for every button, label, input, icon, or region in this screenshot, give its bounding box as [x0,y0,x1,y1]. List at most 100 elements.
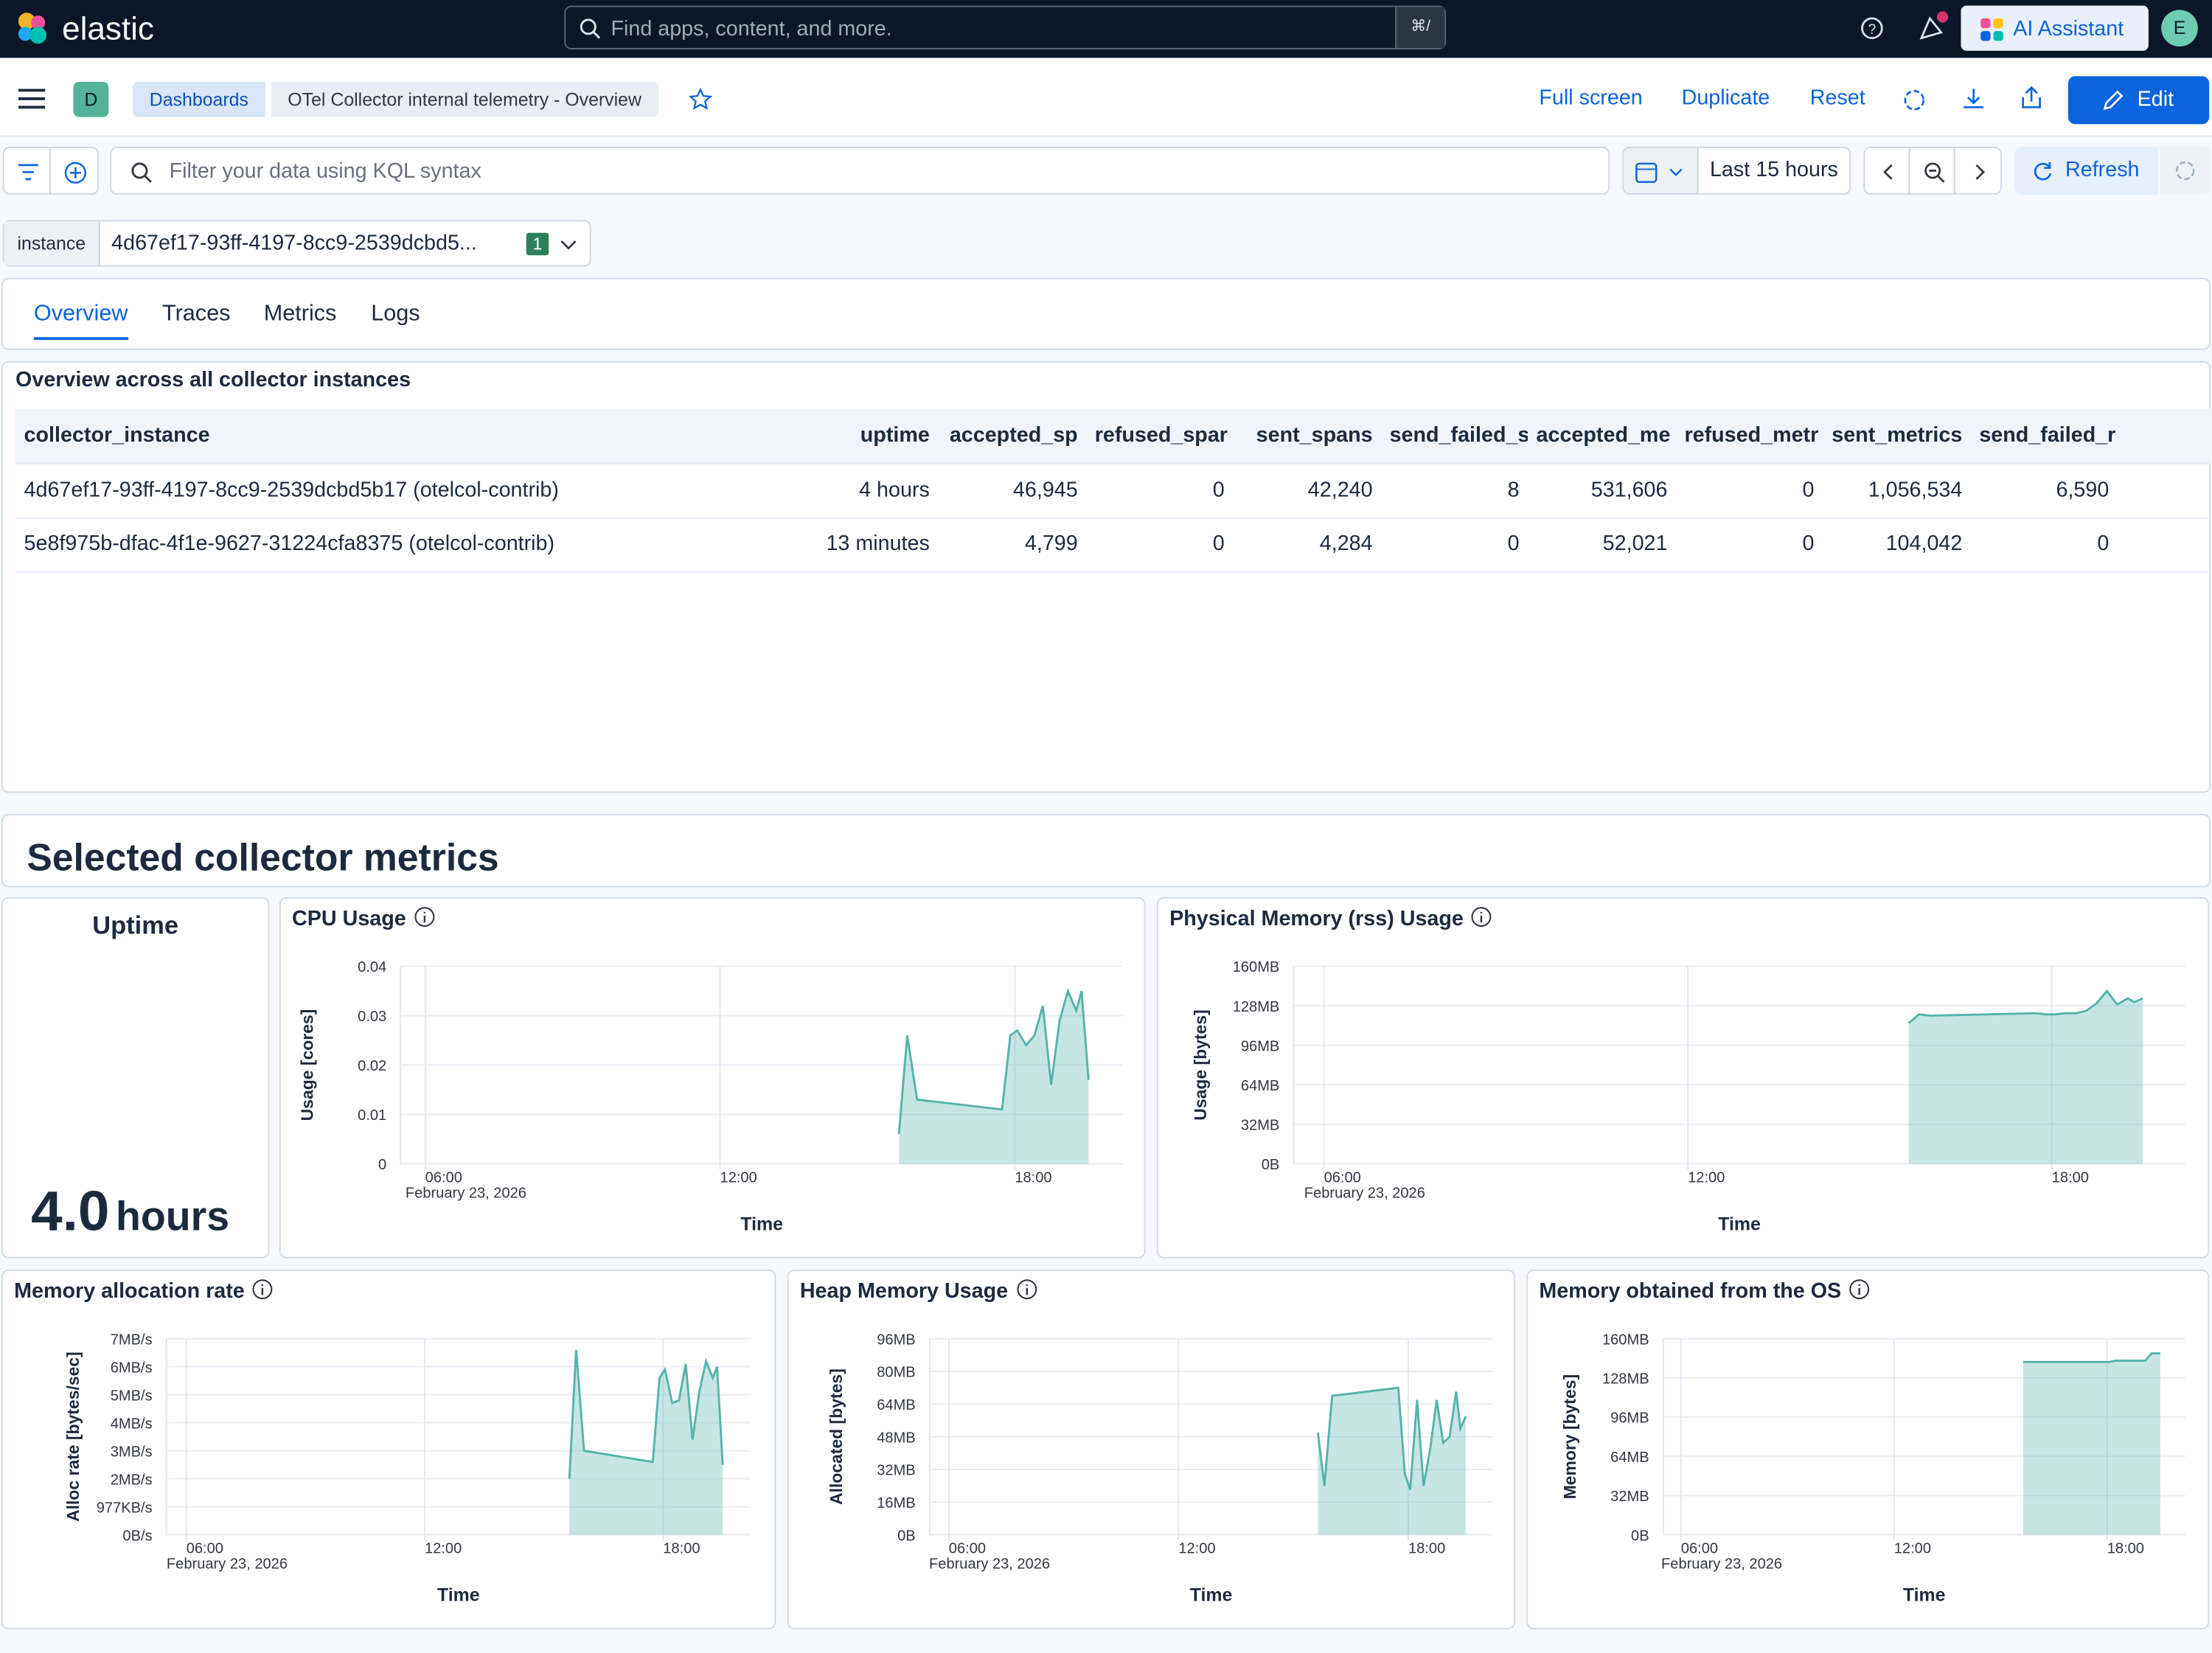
area [1318,1388,1466,1534]
x-tick-label: 12:00 [1178,1541,1215,1557]
y-tick-label: 128MB [1233,999,1280,1015]
table-cell: 0 [1676,518,1823,571]
table-cell: 104,042 [1823,518,1971,571]
breadcrumb[interactable]: Dashboards [133,82,265,117]
y-tick-label: 0B [1631,1528,1649,1544]
menu-icon[interactable] [18,86,46,111]
uptime-title: Uptime [3,911,268,941]
x-tick-label: 06:00 [425,1169,462,1186]
table-cell: 0 [1971,518,2118,571]
share-icon[interactable] [2019,85,2044,110]
x-date-label: February 23, 2026 [1304,1185,1425,1201]
favorite-icon[interactable] [689,88,713,112]
y-tick-label: 0B [1262,1157,1280,1173]
y-tick-label: 2MB/s [111,1472,153,1488]
x-date-label: February 23, 2026 [167,1556,288,1573]
download-icon[interactable] [1961,86,1986,111]
y-tick-label: 32MB [877,1463,915,1479]
table-cell: 8 [1381,464,1528,518]
table-cell: 46,945 [938,464,1086,518]
y-tick-label: 3MB/s [111,1444,153,1460]
action-link[interactable]: Full screen [1539,86,1642,111]
sync-icon[interactable] [1902,88,1927,113]
search-icon [578,17,601,40]
action-link[interactable]: Duplicate [1682,86,1770,111]
refresh-button[interactable]: Refresh [2014,147,2158,195]
column-header[interactable]: send_failed_s [1381,409,1528,463]
add-filter-button[interactable] [49,147,99,195]
column-header[interactable]: uptime [815,409,938,463]
space-badge[interactable]: D [73,82,108,117]
y-tick-label: 0B [897,1528,916,1544]
y-tick-label: 0 [378,1157,386,1173]
column-header[interactable]: refused_metr [1676,409,1823,463]
global-search[interactable]: Find apps, content, and more. ⌘/ [564,6,1446,49]
y-tick-label: 0B/s [122,1528,152,1544]
chart: 0B/s977KB/s2MB/s3MB/s4MB/s5MB/s6MB/s7MB/… [3,1271,775,1628]
y-tick-label: 5MB/s [111,1388,153,1404]
x-tick-label: 18:00 [663,1541,700,1557]
y-tick-label: 96MB [877,1332,915,1348]
column-header[interactable]: sent_spans [1233,409,1381,463]
tab[interactable]: Overview [34,302,128,340]
table-title: Overview across all collector instances [15,368,411,392]
instance-control[interactable]: instance 4d67ef17-93ff-4197-8cc9-2539dcb… [3,220,591,266]
refresh-label: Refresh [2065,158,2140,182]
column-header[interactable]: send_failed_r [1971,409,2118,463]
y-tick-label: 977KB/s [97,1500,153,1516]
x-tick-label: 12:00 [720,1169,757,1186]
x-date-label: February 23, 2026 [406,1185,526,1201]
filter-options-button[interactable] [3,147,51,195]
auto-refresh-button[interactable] [2160,147,2211,195]
breadcrumb[interactable]: OTel Collector internal telemetry - Over… [271,82,658,117]
column-header[interactable]: sent_metrics [1823,409,1971,463]
quick-select-button[interactable] [1622,147,1698,195]
table-cell: 0 [1676,464,1823,518]
y-tick-label: 160MB [1233,959,1280,975]
column-header[interactable]: accepted_me [1528,409,1676,463]
tab[interactable]: Metrics [264,302,337,337]
y-tick-label: 64MB [1241,1078,1279,1094]
x-tick-label: 06:00 [187,1541,223,1557]
table-row: 4d67ef17-93ff-4197-8cc9-2539dcbd5b17 (ot… [15,464,2211,519]
y-tick-label: 80MB [877,1365,915,1381]
column-header[interactable]: accepted_sp [938,409,1086,463]
table-cell: 6,590 [1971,464,2118,518]
y-tick-label: 128MB [1602,1371,1649,1388]
chevron-left [1879,162,1899,182]
x-tick-label: 12:00 [1688,1169,1725,1186]
control-value: 4d67ef17-93ff-4197-8cc9-2539dcbd5... [111,232,477,256]
table-cell: 13 minutes [815,518,938,571]
ai-assistant-label: AI Assistant [2013,17,2124,41]
table-cell: 1,056,534 [1823,464,1971,518]
column-header[interactable]: collector_instance [15,409,815,463]
ai-assistant-button[interactable]: AI Assistant [1961,6,2148,51]
tab[interactable]: Traces [162,302,230,337]
time-range[interactable]: Last 15 hours [1697,147,1851,195]
search-placeholder: Find apps, content, and more. [611,17,891,41]
zoom-icon [1923,161,1946,184]
section-panel: Selected collector metrics [1,814,2211,887]
zoom-out-button[interactable] [1909,147,1955,195]
edit-button[interactable]: Edit [2068,76,2209,124]
query-input[interactable]: Filter your data using KQL syntax [110,147,1610,195]
user-avatar[interactable]: E [2161,10,2198,46]
y-tick-label: 48MB [877,1430,915,1446]
brand[interactable]: elastic [62,10,154,48]
tab[interactable]: Logs [371,302,420,337]
previous-button[interactable] [1863,147,1910,195]
edit-label: Edit [2138,88,2174,112]
chart-panel: Memory obtained from the OS0B32MB64MB96M… [1526,1270,2209,1629]
chart-panel: Heap Memory Usage0B16MB32MB48MB64MB80MB9… [787,1270,1515,1629]
y-axis-label: Usage [cores] [298,1009,317,1121]
table-row: 5e8f975b-dfac-4f1e-9627-31224cfa8375 (ot… [15,518,2211,573]
next-button[interactable] [1954,147,2002,195]
table-cell: 5e8f975b-dfac-4f1e-9627-31224cfa8375 (ot… [15,518,815,571]
add-icon [63,161,88,185]
news-icon[interactable] [1916,10,1952,44]
column-header[interactable]: refused_spar [1086,409,1233,463]
y-tick-label: 4MB/s [111,1416,153,1432]
help-icon[interactable]: ? [1860,15,1885,41]
action-link[interactable]: Reset [1810,86,1865,111]
